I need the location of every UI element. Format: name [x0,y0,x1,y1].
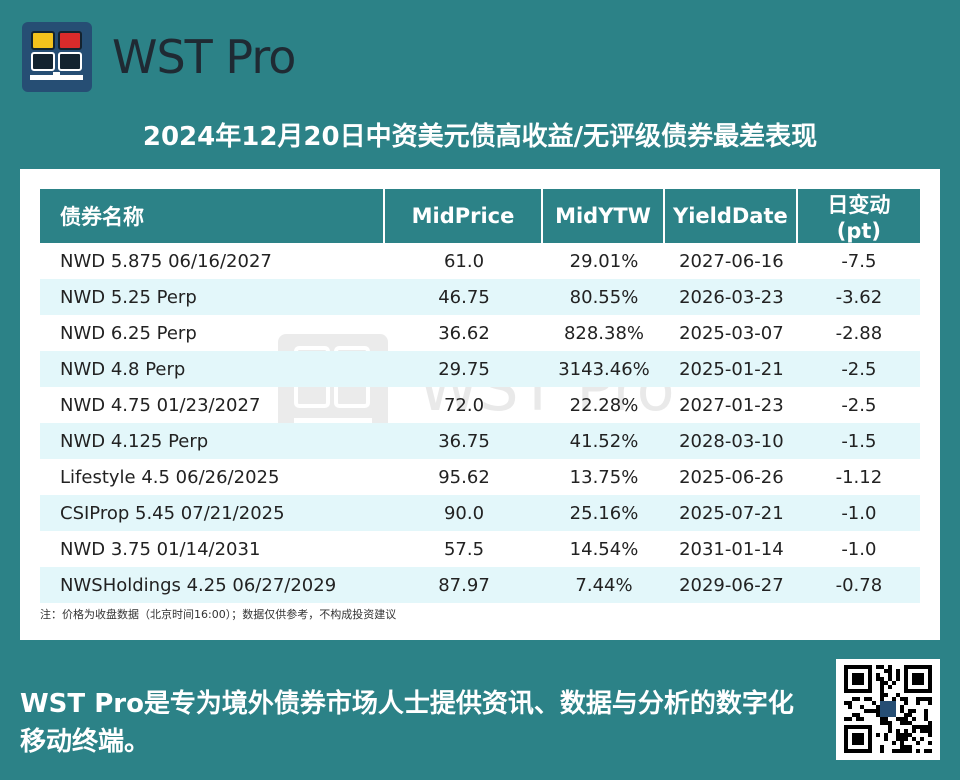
mid-ytw-cell: 3143.46% [543,351,665,387]
brand-name: WST Pro [112,30,296,84]
mid-ytw-cell: 13.75% [569,466,639,488]
mid-price-cell: 36.75 [385,423,543,459]
bond-name-cell: NWD 4.8 Perp [40,351,385,387]
table-row: NWD 3.75 01/14/2031 57.5 14.54% 2031-01-14 -… [40,531,920,567]
bond-table: 债券名称 MidPrice MidYTW YieldDate 日变动(pt) N… [40,189,920,603]
mid-ytw-cell: 828.38% [563,322,645,344]
table-panel: WST Pro 债券名称 MidPrice MidYTW YieldDate 日… [20,169,940,640]
bond-name-cell: NWD 6.25 Perp [60,322,197,344]
column-header: 债券名称 [40,189,385,243]
footnote: 注：价格为收盘数据（北京时间16:00）；数据仅供参考，不构成投资建议 [40,608,397,621]
bond-name-cell: NWD 5.875 06/16/2027 [60,250,272,272]
yield-date-cell: 2025-06-26 [679,466,784,488]
page-title: 2024年12月20日中资美元债高收益/无评级债券最差表现 [142,122,818,152]
daily-change-cell: -1.12 [835,466,883,488]
table-row: NWD 4.125 Perp 36.75 41.52% 2028-03-10 -1.5 [40,423,920,459]
mid-price-cell: 95.62 [438,466,490,488]
mid-ytw-cell: 25.16% [543,495,665,531]
daily-change-cell: -2.5 [841,394,877,416]
yield-date-cell: 2025-03-07 [679,322,784,344]
bond-name-cell: NWD 5.25 Perp [40,279,385,315]
table-row: CSIProp 5.45 07/21/2025 90.0 25.16% 2025-07… [40,495,920,531]
qr-code-icon [836,659,940,760]
mid-price-cell: 87.97 [385,567,543,603]
column-header: MidPrice [385,189,543,243]
mid-price-cell: 90.0 [385,495,543,531]
mid-ytw-cell: 29.01% [569,250,639,272]
daily-change-cell: -1.5 [797,423,920,459]
yield-date-cell: 2025-07-21 [665,495,798,531]
footer-tagline: WST Pro是专为境外债券市场人士提供资讯、数据与分析的数字化移动终端。 [20,689,794,757]
daily-change-cell: -1.0 [797,495,920,531]
yield-date-cell: 2026-03-23 [665,279,798,315]
mid-price-cell: 61.0 [443,250,485,272]
yield-date-cell: 2027-01-23 [679,394,784,416]
daily-change-cell: -1.0 [841,538,877,560]
mid-ytw-cell: 41.52% [543,423,665,459]
daily-change-cell: -7.5 [841,250,877,272]
mid-price-cell: 46.75 [385,279,543,315]
mid-ytw-cell: 14.54% [569,538,639,560]
bond-name-cell: CSIProp 5.45 07/21/2025 [40,495,385,531]
bond-name-cell: NWSHoldings 4.25 06/27/2029 [40,567,385,603]
yield-date-cell: 2025-01-21 [665,351,798,387]
mid-ytw-cell: 7.44% [543,567,665,603]
column-header: YieldDate [665,189,798,243]
table-header-row: 债券名称 MidPrice MidYTW YieldDate 日变动(pt) [40,189,920,243]
mid-price-cell: 29.75 [385,351,543,387]
table-row: NWD 6.25 Perp 36.62 828.38% 2025-03-07 -2.88 [40,315,920,351]
daily-change-cell: -3.62 [797,279,920,315]
daily-change-cell: -0.78 [797,567,920,603]
table-row: Lifestyle 4.5 06/26/2025 95.62 13.75% 2025-… [40,459,920,495]
yield-date-cell: 2031-01-14 [679,538,784,560]
mid-price-cell: 36.62 [438,322,490,344]
daily-change-cell: -2.88 [835,322,883,344]
table-row: NWD 4.75 01/23/2027 72.0 22.28% 2027-01-23 -… [40,387,920,423]
logo-icon [22,22,92,92]
mid-ytw-cell: 80.55% [543,279,665,315]
yield-date-cell: 2029-06-27 [665,567,798,603]
column-header: 日变动(pt) [797,189,920,243]
table-row: NWD 4.8 Perp 29.75 3143.46% 2025-01-21 -2.5 [40,351,920,387]
yield-date-cell: 2027-06-16 [679,250,784,272]
daily-change-cell: -2.5 [797,351,920,387]
mid-price-cell: 57.5 [443,538,485,560]
table-row: NWD 5.875 06/16/2027 61.0 29.01% 2027-06-16… [40,243,920,279]
bond-name-cell: Lifestyle 4.5 06/26/2025 [60,466,280,488]
column-header: MidYTW [543,189,665,243]
bond-name-cell: NWD 4.125 Perp [40,423,385,459]
table-row: NWSHoldings 4.25 06/27/2029 87.97 7.44% 202… [40,567,920,603]
mid-price-cell: 72.0 [443,394,485,416]
bond-name-cell: NWD 4.75 01/23/2027 [60,394,261,416]
mid-ytw-cell: 22.28% [569,394,639,416]
bond-name-cell: NWD 3.75 01/14/2031 [60,538,261,560]
table-row: NWD 5.25 Perp 46.75 80.55% 2026-03-23 -3.62 [40,279,920,315]
yield-date-cell: 2028-03-10 [665,423,798,459]
